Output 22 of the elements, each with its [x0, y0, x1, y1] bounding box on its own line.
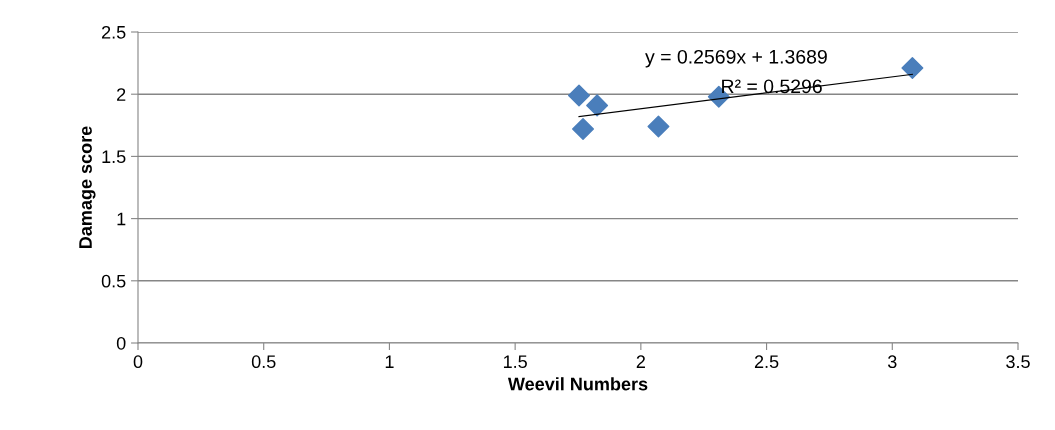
- x-axis-title: Weevil Numbers: [507, 377, 648, 391]
- point: [572, 118, 595, 141]
- x-tick-label: 1.5: [503, 355, 527, 369]
- y-axis-title: Damage score: [79, 126, 96, 249]
- y-tick-label: 1: [117, 212, 126, 226]
- x-tick-label: 3: [887, 355, 897, 369]
- y-tick-label: 2.5: [102, 25, 126, 39]
- x-tick-label: 1: [385, 355, 394, 368]
- annotation: y = 0.2569x + 1.3689: [645, 49, 827, 68]
- y-tick-label: 2: [117, 88, 126, 101]
- x-tick-label: 0: [133, 355, 143, 369]
- point: [586, 94, 609, 117]
- x-tick-label: 0.5: [251, 355, 276, 369]
- y-tick-label: 0: [116, 336, 126, 350]
- point: [568, 84, 591, 107]
- y-tick-label: 1.5: [102, 150, 126, 164]
- x-tick-label: 3.5: [1006, 355, 1030, 369]
- x-tick-label: 2.5: [754, 355, 779, 369]
- point: [647, 115, 670, 138]
- point: [901, 57, 924, 80]
- y-tick-label: 0.5: [101, 274, 126, 288]
- x-tick-label: 2: [636, 355, 645, 368]
